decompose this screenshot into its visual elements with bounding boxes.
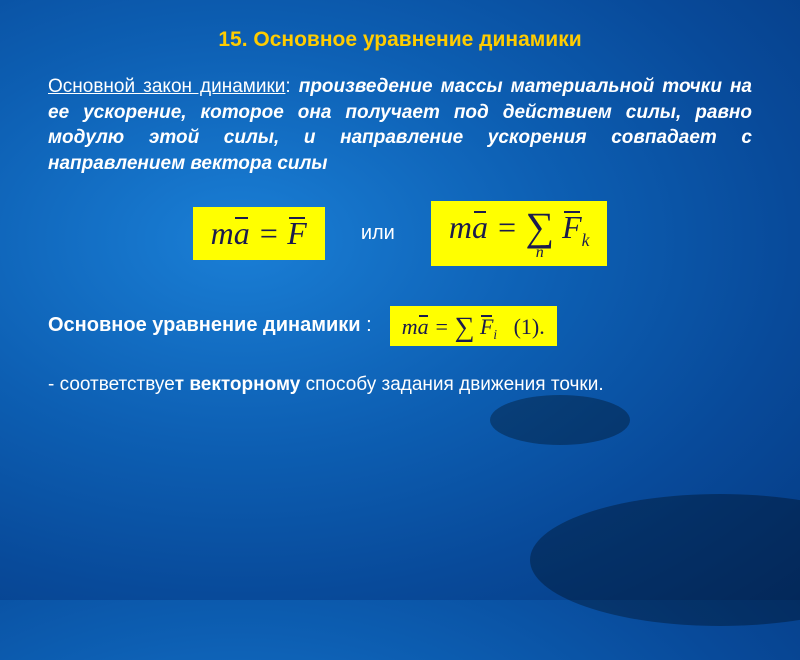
equation-box-2: ma = ∑n Fk — [431, 201, 608, 266]
main-equation-label: Основное уравнение динамики : — [48, 314, 372, 337]
equation-box-1: ma = F — [193, 207, 325, 260]
slide-title: 15. Основное уравнение динамики — [48, 28, 752, 52]
equation-box-3: ma = ∑ Fi (1). — [390, 306, 557, 346]
intro-colon: : — [285, 76, 298, 97]
main-equation-row: Основное уравнение динамики : ma = ∑ Fi … — [48, 306, 752, 346]
equation-2: ma = ∑n Fk — [449, 209, 590, 246]
intro-paragraph: Основной закон динамики: произведение ма… — [48, 74, 752, 177]
equation-3: ma = ∑ Fi (1). — [402, 310, 545, 342]
slide-content: 15. Основное уравнение динамики Основной… — [0, 0, 800, 600]
or-text: или — [361, 222, 395, 245]
equation-row: ma = F или ma = ∑n Fk — [48, 201, 752, 266]
note-text: - соответствует векторному способу задан… — [48, 374, 752, 396]
equation-1: ma = F — [211, 215, 307, 252]
law-term: Основной закон динамики — [48, 76, 285, 97]
